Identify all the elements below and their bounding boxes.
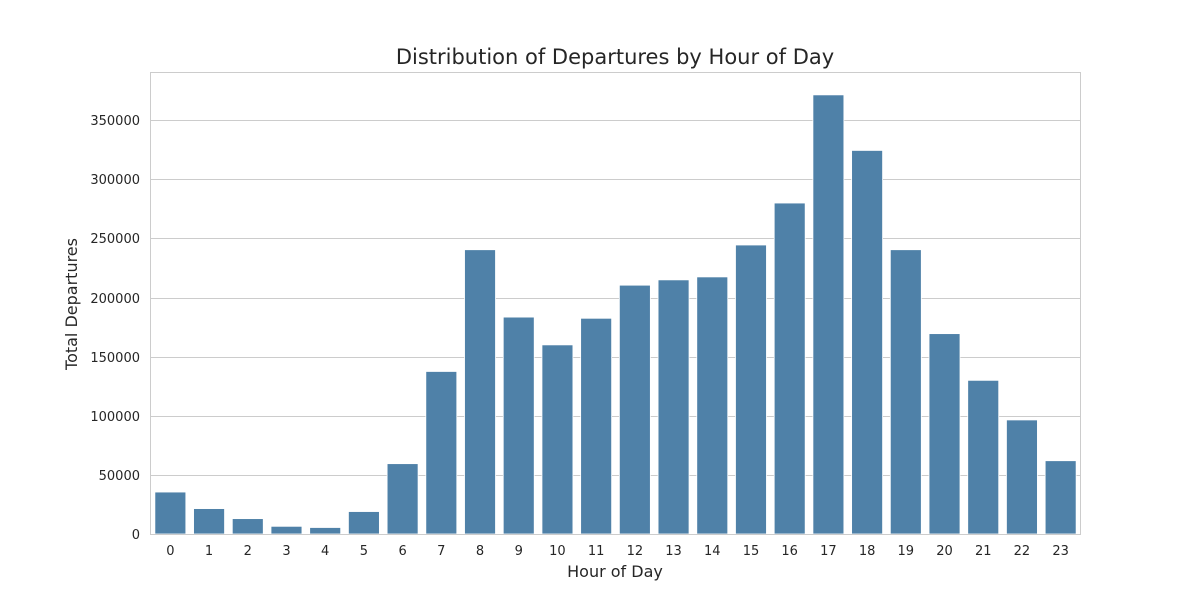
x-tick-label: 0 <box>166 544 174 559</box>
y-axis-ticks: 0 50000 100000 150000 200000 250000 300000 3500… <box>90 114 140 543</box>
x-tick-label: 17 <box>820 544 837 559</box>
bar-hour-17 <box>812 94 845 535</box>
x-axis-label: Hour of Day <box>567 562 663 581</box>
x-tick-label: 14 <box>704 544 721 559</box>
x-tick-label: 19 <box>898 544 915 559</box>
bar-hour-9 <box>502 316 535 535</box>
x-tick-label: 12 <box>627 544 644 559</box>
bar-hour-20 <box>928 333 961 535</box>
y-tick-label: 300000 <box>90 173 140 188</box>
y-tick-label: 50000 <box>99 469 140 484</box>
x-tick-label: 7 <box>437 544 445 559</box>
y-tick-label: 0 <box>132 528 140 543</box>
bar-hour-8 <box>464 249 496 535</box>
plot-frame <box>150 72 1081 535</box>
x-tick-label: 4 <box>321 544 329 559</box>
bar-hour-15 <box>735 244 767 535</box>
bar-hour-11 <box>580 317 613 535</box>
x-tick-label: 15 <box>743 544 760 559</box>
bar-hour-0 <box>154 491 187 535</box>
y-axis-label: Total Departures <box>62 238 81 371</box>
x-tick-label: 9 <box>515 544 523 559</box>
x-tick-label: 8 <box>476 544 484 559</box>
bar-hour-1 <box>193 508 225 535</box>
bar-hour-12 <box>618 284 651 535</box>
x-tick-label: 2 <box>244 544 252 559</box>
bar-hour-18 <box>851 150 883 535</box>
x-tick-label: 16 <box>781 544 798 559</box>
chart-title: Distribution of Departures by Hour of Da… <box>396 45 834 69</box>
x-tick-label: 23 <box>1052 544 1069 559</box>
x-tick-label: 5 <box>360 544 368 559</box>
bar-hour-21 <box>967 379 1000 535</box>
x-tick-label: 6 <box>398 544 406 559</box>
x-tick-label: 3 <box>282 544 290 559</box>
x-tick-label: 1 <box>205 544 213 559</box>
y-tick-label: 350000 <box>90 114 140 129</box>
bar-hour-16 <box>773 202 806 535</box>
x-tick-label: 10 <box>549 544 566 559</box>
bar-hour-19 <box>889 249 922 535</box>
x-tick-label: 18 <box>859 544 876 559</box>
x-axis-ticks: 0 1 2 3 4 5 6 7 8 9 10 11 12 13 14 15 16 17 18 19 20 21 22 23 <box>166 544 1069 559</box>
bar-hour-23 <box>1044 460 1077 535</box>
bar-hour-2 <box>231 518 264 535</box>
bar-hour-6 <box>386 463 419 535</box>
bar-hour-3 <box>270 525 303 535</box>
bar-hour-10 <box>541 344 574 535</box>
x-tick-label: 13 <box>665 544 682 559</box>
bar-hour-14 <box>696 276 729 535</box>
gridlines <box>151 120 1080 535</box>
y-tick-label: 250000 <box>90 232 140 247</box>
bar-hour-5 <box>348 511 380 535</box>
bar-hour-13 <box>657 279 690 535</box>
y-tick-label: 100000 <box>90 410 140 425</box>
x-tick-label: 20 <box>936 544 953 559</box>
bar-hour-7 <box>425 371 458 535</box>
x-tick-label: 22 <box>1014 544 1031 559</box>
bar-hour-4 <box>309 527 342 535</box>
x-tick-label: 21 <box>975 544 992 559</box>
bars <box>154 94 1077 535</box>
x-tick-label: 11 <box>588 544 605 559</box>
y-tick-label: 150000 <box>90 351 140 366</box>
y-tick-label: 200000 <box>90 292 140 307</box>
bar-hour-22 <box>1006 419 1038 535</box>
